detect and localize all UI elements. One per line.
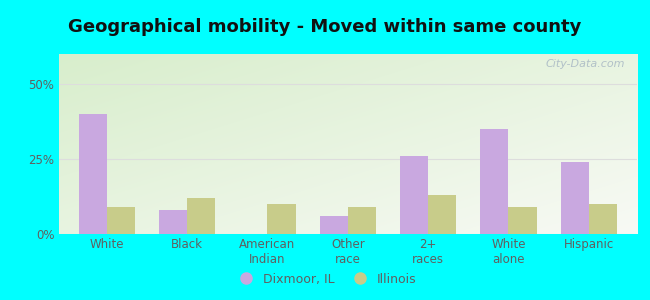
Bar — [320, 216, 348, 234]
Bar — [400, 156, 428, 234]
Text: Geographical mobility - Moved within same county: Geographical mobility - Moved within sam… — [68, 18, 582, 36]
Bar — [508, 207, 536, 234]
Bar — [561, 162, 589, 234]
Bar — [107, 207, 135, 234]
Bar — [589, 204, 617, 234]
Bar — [348, 207, 376, 234]
Bar — [428, 195, 456, 234]
Bar — [267, 204, 296, 234]
Bar — [187, 198, 215, 234]
Bar — [480, 129, 508, 234]
Legend: Dixmoor, IL, Illinois: Dixmoor, IL, Illinois — [228, 268, 422, 291]
Bar — [79, 114, 107, 234]
Text: City-Data.com: City-Data.com — [546, 59, 625, 69]
Bar — [159, 210, 187, 234]
